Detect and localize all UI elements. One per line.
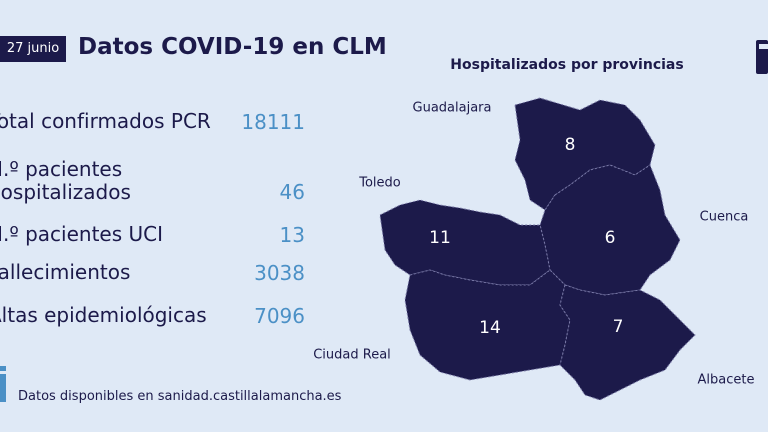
province-name: Toledo	[358, 176, 401, 191]
stat-label: Fallecimientos	[0, 260, 131, 284]
province-value: 7	[613, 317, 624, 337]
date-badge: 27 junio	[0, 36, 66, 62]
province-ciudad-real	[404, 269, 571, 381]
province-name: Ciudad Real	[313, 348, 391, 363]
stat-value: 3038	[254, 261, 305, 285]
province-name: Albacete	[698, 373, 755, 388]
stat-label: Altas epidemiológicas	[0, 303, 207, 327]
map-title: Hospitalizados por provincias	[450, 57, 684, 73]
stat-value: 18111	[241, 110, 305, 134]
province-name: Guadalajara	[413, 101, 492, 116]
province-toledo	[379, 199, 551, 286]
logo	[756, 40, 768, 74]
stat-value: 13	[279, 223, 305, 247]
stat-label: N.º pacientes UCI	[0, 222, 164, 246]
stat-label: N.º pacientes hospitalizados	[0, 157, 131, 204]
stat-label: Total confirmados PCR	[0, 109, 211, 133]
title: Datos COVID-19 en CLM	[78, 34, 387, 60]
info-icon	[0, 366, 6, 402]
province-value: 11	[429, 228, 451, 248]
province-guadalajara	[514, 97, 656, 211]
province-cuenca	[539, 164, 681, 296]
stat-value: 7096	[254, 304, 305, 328]
footer: Datos disponibles en sanidad.castillalam…	[18, 389, 342, 404]
province-name: Cuenca	[700, 210, 749, 225]
province-value: 8	[565, 135, 576, 155]
stat-value: 46	[279, 180, 305, 204]
province-albacete	[559, 284, 696, 401]
province-value: 14	[479, 318, 501, 338]
province-value: 6	[605, 228, 616, 248]
